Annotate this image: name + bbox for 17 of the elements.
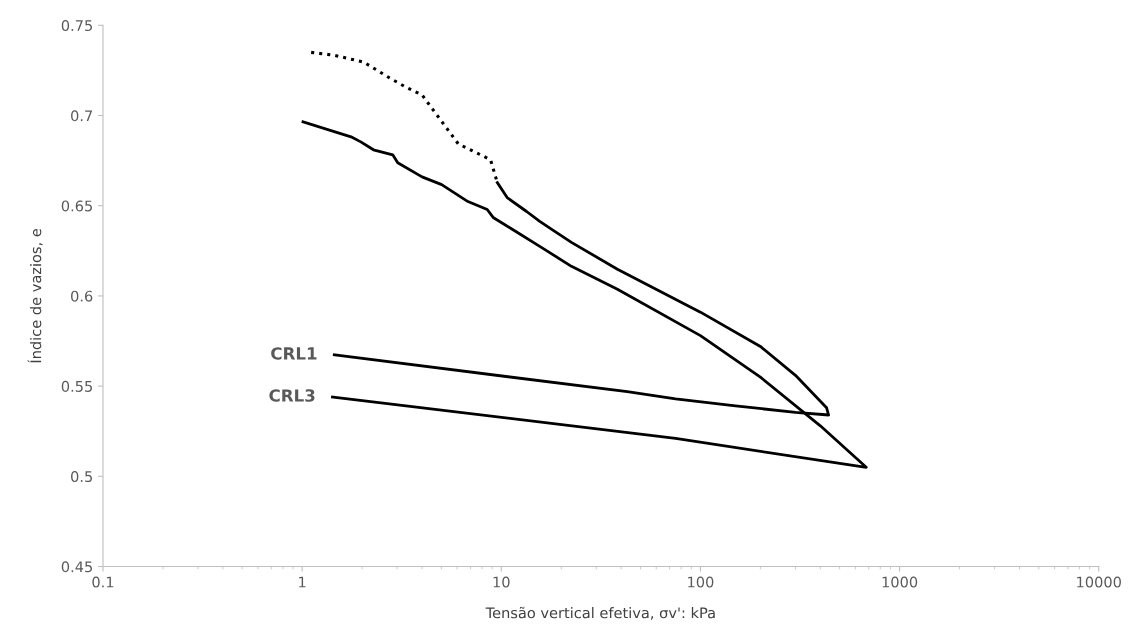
series-label: CRL3 xyxy=(269,389,315,402)
series-label: CRL1 xyxy=(271,347,317,360)
y-tick-label: 0.7 xyxy=(71,110,93,122)
x-tick-label: 1 xyxy=(299,576,306,588)
y-tick-label: 0.55 xyxy=(61,380,92,392)
y-tick-label: 0.75 xyxy=(61,20,92,32)
x-tick-label: 10000 xyxy=(1077,576,1121,588)
y-tick-label: 0.6 xyxy=(71,290,93,302)
x-tick-label: 0.1 xyxy=(92,576,114,588)
y-axis-title: Índice de vazios, e xyxy=(27,229,43,363)
x-tick-label: 100 xyxy=(688,576,714,588)
x-tick-label: 1000 xyxy=(882,576,918,588)
y-tick-label: 0.45 xyxy=(61,561,92,573)
y-tick-label: 0.5 xyxy=(71,471,92,483)
y-tick-label: 0.65 xyxy=(61,200,92,212)
x-axis-title: Tensão vertical efetiva, σv': kPa xyxy=(485,606,715,620)
x-tick-label: 10 xyxy=(493,576,510,588)
